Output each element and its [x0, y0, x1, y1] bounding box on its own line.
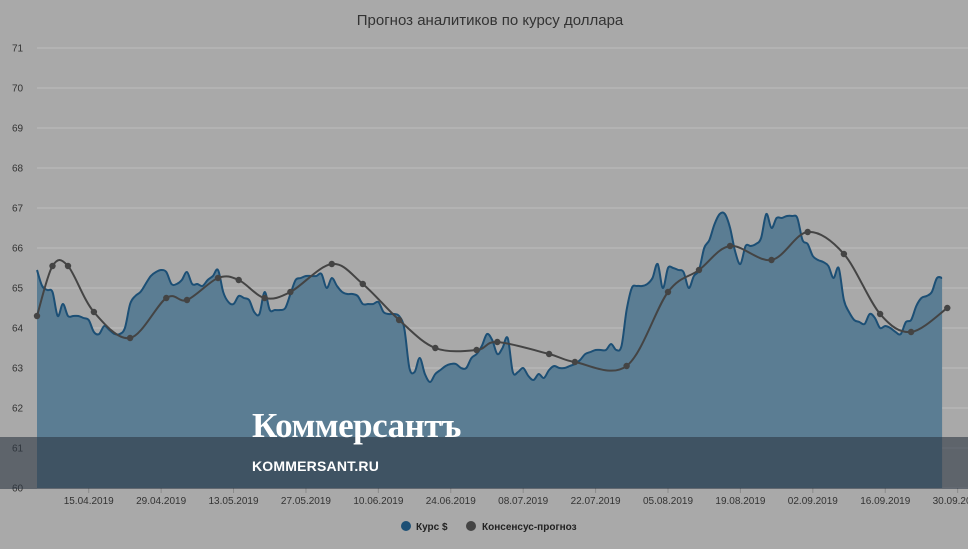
y-tick-label: 62: [12, 404, 24, 415]
x-tick-label: 24.06.2019: [426, 496, 476, 507]
x-tick-label: 22.07.2019: [571, 496, 621, 507]
watermark-url: KOMMERSANT.RU: [252, 458, 379, 474]
consensus-point: [494, 338, 501, 346]
consensus-point: [235, 276, 242, 284]
y-tick-label: 65: [12, 284, 24, 295]
y-axis: 606162636465666768697071: [12, 44, 24, 495]
consensus-point: [261, 294, 268, 302]
consensus-point: [944, 304, 951, 312]
y-tick-label: 64: [12, 324, 24, 335]
consensus-point: [90, 308, 98, 316]
consensus-point: [64, 262, 72, 270]
consensus-point: [804, 228, 811, 236]
consensus-point: [473, 346, 480, 354]
course-area: [37, 212, 943, 489]
legend-marker-course: [401, 521, 411, 531]
consensus-point: [571, 358, 579, 366]
consensus-point: [840, 250, 848, 258]
consensus-point: [214, 274, 222, 282]
consensus-point: [432, 344, 439, 352]
x-tick-label: 29.04.2019: [136, 496, 186, 507]
consensus-series: [33, 228, 951, 372]
watermark: Коммерсантъ KOMMERSANT.RU: [0, 406, 968, 489]
y-tick-label: 70: [12, 84, 24, 95]
consensus-point: [876, 310, 884, 318]
y-tick-label: 67: [12, 204, 24, 215]
x-tick-label: 10.06.2019: [353, 496, 403, 507]
course-line: [36, 211, 943, 384]
x-tick-label: 05.08.2019: [643, 496, 693, 507]
legend-label-course: Курс $: [416, 522, 448, 533]
watermark-band: [0, 437, 968, 489]
consensus-point: [359, 280, 366, 288]
consensus-point: [695, 266, 703, 274]
x-tick-label: 15.04.2019: [64, 496, 114, 507]
consensus-point: [287, 288, 294, 296]
consensus-point: [183, 296, 191, 304]
y-tick-label: 68: [12, 164, 24, 175]
consensus-point: [163, 294, 170, 302]
y-tick-label: 71: [12, 44, 24, 55]
x-tick-label: 13.05.2019: [209, 496, 259, 507]
consensus-point: [545, 350, 553, 358]
consensus-point: [623, 362, 630, 370]
consensus-point: [328, 260, 335, 268]
x-tick-label: 27.05.2019: [281, 496, 331, 507]
legend[interactable]: Курс $ Консенсус-прогноз: [401, 521, 577, 533]
consensus-point: [49, 262, 56, 270]
legend-label-consensus: Консенсус-прогноз: [482, 522, 577, 533]
legend-marker-consensus: [466, 521, 476, 531]
y-tick-label: 63: [12, 364, 24, 375]
x-tick-label: 30.09.2019: [933, 496, 968, 507]
consensus-point: [126, 334, 134, 342]
x-axis: 15.04.2019 29.04.2019 13.05.2019 27.05.2019…: [64, 488, 968, 507]
x-tick-label: 02.09.2019: [788, 496, 838, 507]
y-tick-label: 69: [12, 124, 24, 135]
consensus-point: [395, 316, 403, 324]
chart-title: Прогноз аналитиков по курсу доллара: [357, 12, 624, 29]
x-tick-label: 16.09.2019: [860, 496, 910, 507]
x-tick-label: 08.07.2019: [498, 496, 548, 507]
watermark-logo: Коммерсантъ: [252, 406, 461, 445]
consensus-point: [726, 242, 734, 250]
consensus-point: [664, 288, 672, 296]
legend-item-course[interactable]: Курс $: [401, 521, 448, 533]
consensus-point: [768, 256, 775, 264]
consensus-point: [33, 312, 41, 320]
course-series: [36, 211, 943, 489]
consensus-point: [907, 328, 915, 336]
legend-item-consensus[interactable]: Консенсус-прогноз: [466, 521, 577, 533]
y-tick-label: 66: [12, 244, 24, 255]
x-tick-label: 19.08.2019: [715, 496, 765, 507]
